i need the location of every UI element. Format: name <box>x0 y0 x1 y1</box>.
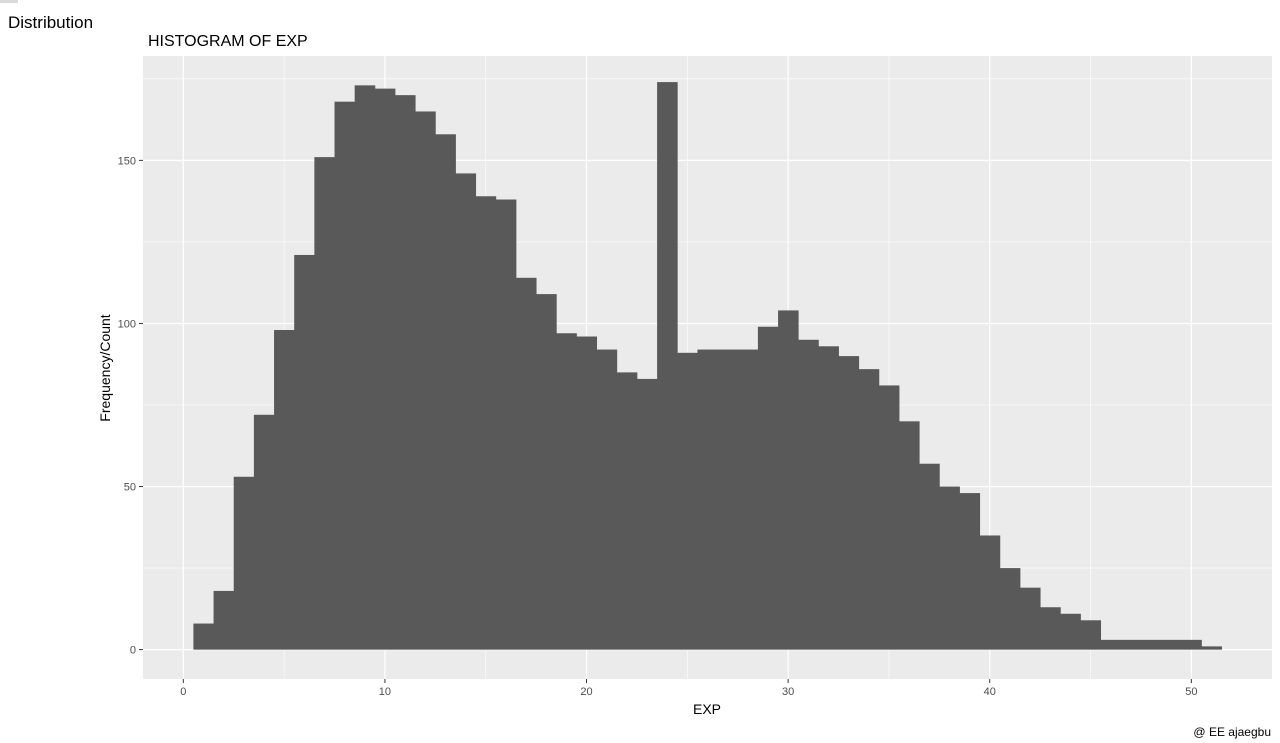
corner-mark <box>0 0 18 3</box>
histogram-bar <box>515 277 537 650</box>
histogram-bar <box>435 134 456 650</box>
x-tick-label: 0 <box>180 686 186 698</box>
histogram-bar <box>636 378 658 650</box>
histogram-bar <box>415 111 436 650</box>
histogram-bar <box>1100 639 1122 650</box>
histogram-bar <box>999 568 1021 650</box>
x-tick-label: 20 <box>580 686 592 698</box>
histogram-bar <box>253 414 275 650</box>
histogram-bar <box>495 199 517 650</box>
histogram-bar <box>818 346 839 650</box>
histogram-bar <box>294 254 315 650</box>
histogram-bar <box>979 535 1001 650</box>
y-axis-title: Frequency/Count <box>97 314 113 422</box>
y-tick-label: 50 <box>124 482 136 494</box>
histogram-bar <box>1080 620 1102 650</box>
histogram-bar <box>1140 639 1162 650</box>
histogram-bar <box>1040 607 1061 650</box>
chart-title: HISTOGRAM OF EXP <box>148 33 308 50</box>
histogram-bar <box>596 349 618 650</box>
x-axis-title: EXP <box>693 701 721 717</box>
histogram-bar <box>778 310 799 650</box>
histogram-bar <box>1161 639 1182 650</box>
histogram-bar <box>919 463 940 650</box>
histogram-bar <box>798 339 819 650</box>
histogram-bar <box>899 421 920 650</box>
histogram-bar <box>697 349 718 650</box>
histogram-bar <box>757 326 779 650</box>
x-tick-label: 10 <box>379 686 391 698</box>
bars <box>193 82 1222 650</box>
histogram-bar <box>576 336 598 650</box>
histogram-bar <box>354 85 376 650</box>
histogram-bar <box>334 101 356 650</box>
histogram-bar <box>193 623 214 650</box>
histogram-bar <box>717 349 739 650</box>
x-tick-label: 30 <box>782 686 794 698</box>
histogram-bar <box>455 173 477 650</box>
histogram-bar <box>616 372 638 650</box>
histogram-bar <box>657 82 678 650</box>
histogram-bar <box>475 196 497 650</box>
histogram-bar <box>536 294 557 650</box>
histogram-bar <box>1120 639 1142 650</box>
histogram-bar <box>858 369 880 650</box>
histogram-bar <box>838 356 860 650</box>
histogram-bar <box>737 349 759 650</box>
axes: 0 10 20 30 40 50 0 50 100 150 <box>118 155 1198 698</box>
histogram-bar <box>1181 639 1202 650</box>
histogram-bar <box>233 476 255 650</box>
histogram-bar <box>274 329 295 650</box>
x-tick-label: 40 <box>984 686 996 698</box>
histogram-bar <box>959 493 981 650</box>
histogram-bar <box>878 385 900 650</box>
histogram-bar <box>1060 613 1081 650</box>
y-tick-label: 0 <box>130 645 136 657</box>
histogram-bar <box>939 486 960 650</box>
histogram-bar <box>1201 646 1222 650</box>
histogram-bar <box>314 157 335 650</box>
y-tick-label: 100 <box>118 318 136 330</box>
y-tick-label: 150 <box>118 155 136 167</box>
histogram-bar <box>677 352 698 650</box>
histogram-bar <box>1019 587 1041 650</box>
histogram-bar <box>374 88 396 650</box>
histogram-bar <box>556 333 577 650</box>
page-heading: Distribution <box>8 13 94 32</box>
histogram-bar <box>395 95 416 650</box>
histogram-bar <box>213 590 235 650</box>
x-tick-label: 50 <box>1185 686 1197 698</box>
caption: @ EE ajaegbu <box>1193 725 1271 739</box>
